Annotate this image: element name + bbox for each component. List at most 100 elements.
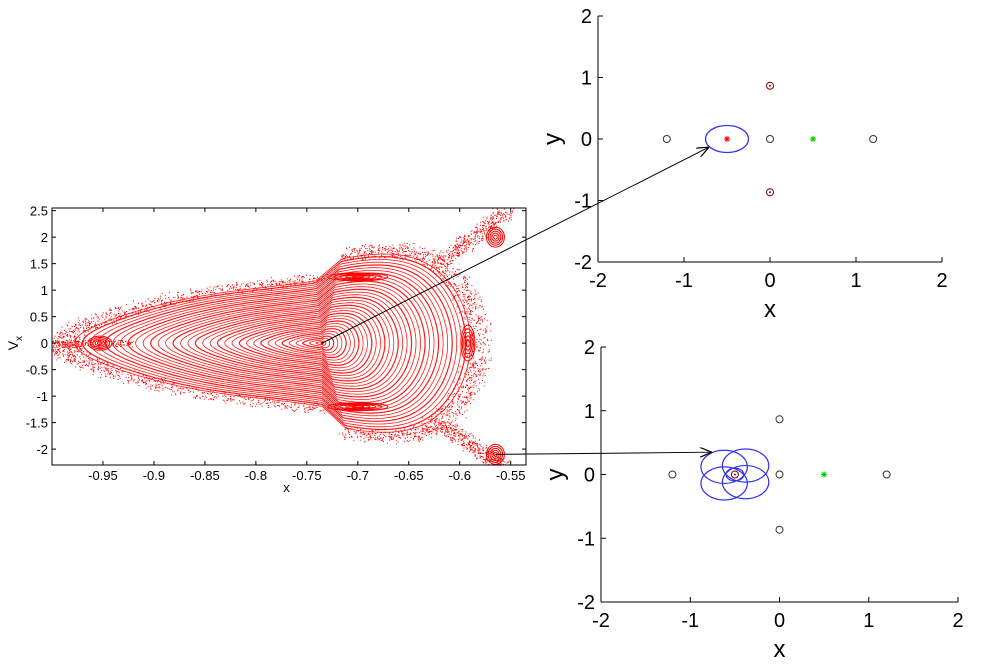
poincare-point xyxy=(242,293,243,295)
poincare-point xyxy=(345,260,347,262)
poincare-point xyxy=(360,436,362,438)
poincare-point xyxy=(414,436,416,438)
poincare-point xyxy=(466,435,468,437)
poincare-point xyxy=(77,334,79,336)
poincare-point xyxy=(491,221,493,223)
poincare-point xyxy=(452,250,454,252)
poincare-point xyxy=(116,319,118,321)
poincare-point xyxy=(64,341,66,343)
poincare-point xyxy=(409,428,411,430)
poincare-point xyxy=(123,344,125,346)
poincare-point xyxy=(388,250,390,252)
poincare-point xyxy=(454,272,456,274)
poincare-point xyxy=(453,246,455,248)
poincare-point xyxy=(458,388,460,390)
poincare-point xyxy=(437,422,439,424)
poincare-point xyxy=(66,331,68,333)
poincare-point xyxy=(473,362,475,364)
poincare-point xyxy=(430,420,432,422)
poincare-point xyxy=(300,284,302,286)
poincare-point xyxy=(77,328,79,329)
poincare-point xyxy=(454,248,456,250)
poincare-point xyxy=(482,368,484,370)
poincare-point xyxy=(387,256,389,258)
poincare-point xyxy=(371,253,373,255)
poincare-point xyxy=(469,380,471,382)
poincare-point xyxy=(168,292,170,294)
poincare-point xyxy=(113,322,115,324)
poincare-point xyxy=(204,398,206,400)
t-x-tick-label: 1 xyxy=(850,270,861,292)
poincare-point xyxy=(238,394,240,396)
poincare-point xyxy=(473,381,474,383)
poincare-point xyxy=(313,403,315,405)
poincare-point xyxy=(451,429,453,431)
poincare-point xyxy=(72,332,74,334)
poincare-point xyxy=(479,358,481,360)
poincare-point xyxy=(458,312,460,314)
poincare-point xyxy=(472,250,473,252)
poincare-point xyxy=(438,266,440,268)
poincare-point xyxy=(461,434,463,436)
poincare-point xyxy=(429,427,431,429)
poincare-point xyxy=(406,430,408,432)
poincare-point xyxy=(162,304,164,306)
poincare-island xyxy=(94,339,106,347)
poincare-point xyxy=(502,213,504,215)
poincare-point xyxy=(127,382,129,384)
poincare-point xyxy=(388,250,390,251)
poincare-point xyxy=(74,326,75,327)
poincare-point xyxy=(461,414,463,415)
poincare-point xyxy=(375,439,377,440)
poincare-point xyxy=(451,430,453,432)
poincare-point xyxy=(198,298,200,300)
poincare-point xyxy=(464,433,466,435)
poincare-point xyxy=(458,431,460,433)
poincare-point xyxy=(461,283,463,285)
poincare-point xyxy=(81,344,83,346)
poincare-point xyxy=(439,422,441,424)
poincare-point xyxy=(478,453,480,455)
poincare-point xyxy=(464,284,466,286)
poincare-point xyxy=(212,287,214,289)
poincare-point xyxy=(489,460,490,462)
poincare-point xyxy=(172,380,174,381)
poincare-point xyxy=(452,299,454,301)
b-x-tick-label: 2 xyxy=(952,610,963,632)
poincare-point xyxy=(344,257,346,258)
poincare-point xyxy=(160,297,161,299)
poincare-point xyxy=(442,415,443,417)
orbit-bottom-x-ticks: -2 -1 0 1 2 xyxy=(592,597,964,632)
poincare-point xyxy=(411,429,412,431)
poincare-point xyxy=(59,336,61,338)
poincare-point xyxy=(469,238,471,240)
poincare-point xyxy=(353,257,354,259)
poincare-point xyxy=(490,226,492,228)
poincare-point xyxy=(371,428,373,430)
poincare-point xyxy=(297,281,299,283)
poincare-point xyxy=(182,300,184,302)
poincare-point xyxy=(474,231,476,233)
poincare-point xyxy=(464,296,466,298)
poincare-point xyxy=(476,231,477,233)
poincare-point xyxy=(454,296,455,297)
poincare-point xyxy=(477,228,479,230)
poincare-point xyxy=(447,395,449,397)
poincare-point xyxy=(64,344,66,346)
poincare-point xyxy=(116,368,118,369)
poincare-point xyxy=(192,300,194,302)
poincare-point xyxy=(131,342,133,344)
poincare-point xyxy=(474,289,476,291)
poincare-point xyxy=(460,371,462,373)
poincare-point xyxy=(467,434,469,436)
poincare-point xyxy=(265,398,266,400)
poincare-point xyxy=(478,359,480,361)
poincare-point xyxy=(494,222,496,224)
poincare-point xyxy=(82,367,84,369)
poincare-point xyxy=(65,330,67,332)
poincare-point xyxy=(471,304,473,306)
poincare-point xyxy=(82,329,84,331)
poincare-point xyxy=(126,314,127,316)
t-x-tick-label: 2 xyxy=(936,270,947,292)
poincare-point xyxy=(269,397,271,399)
